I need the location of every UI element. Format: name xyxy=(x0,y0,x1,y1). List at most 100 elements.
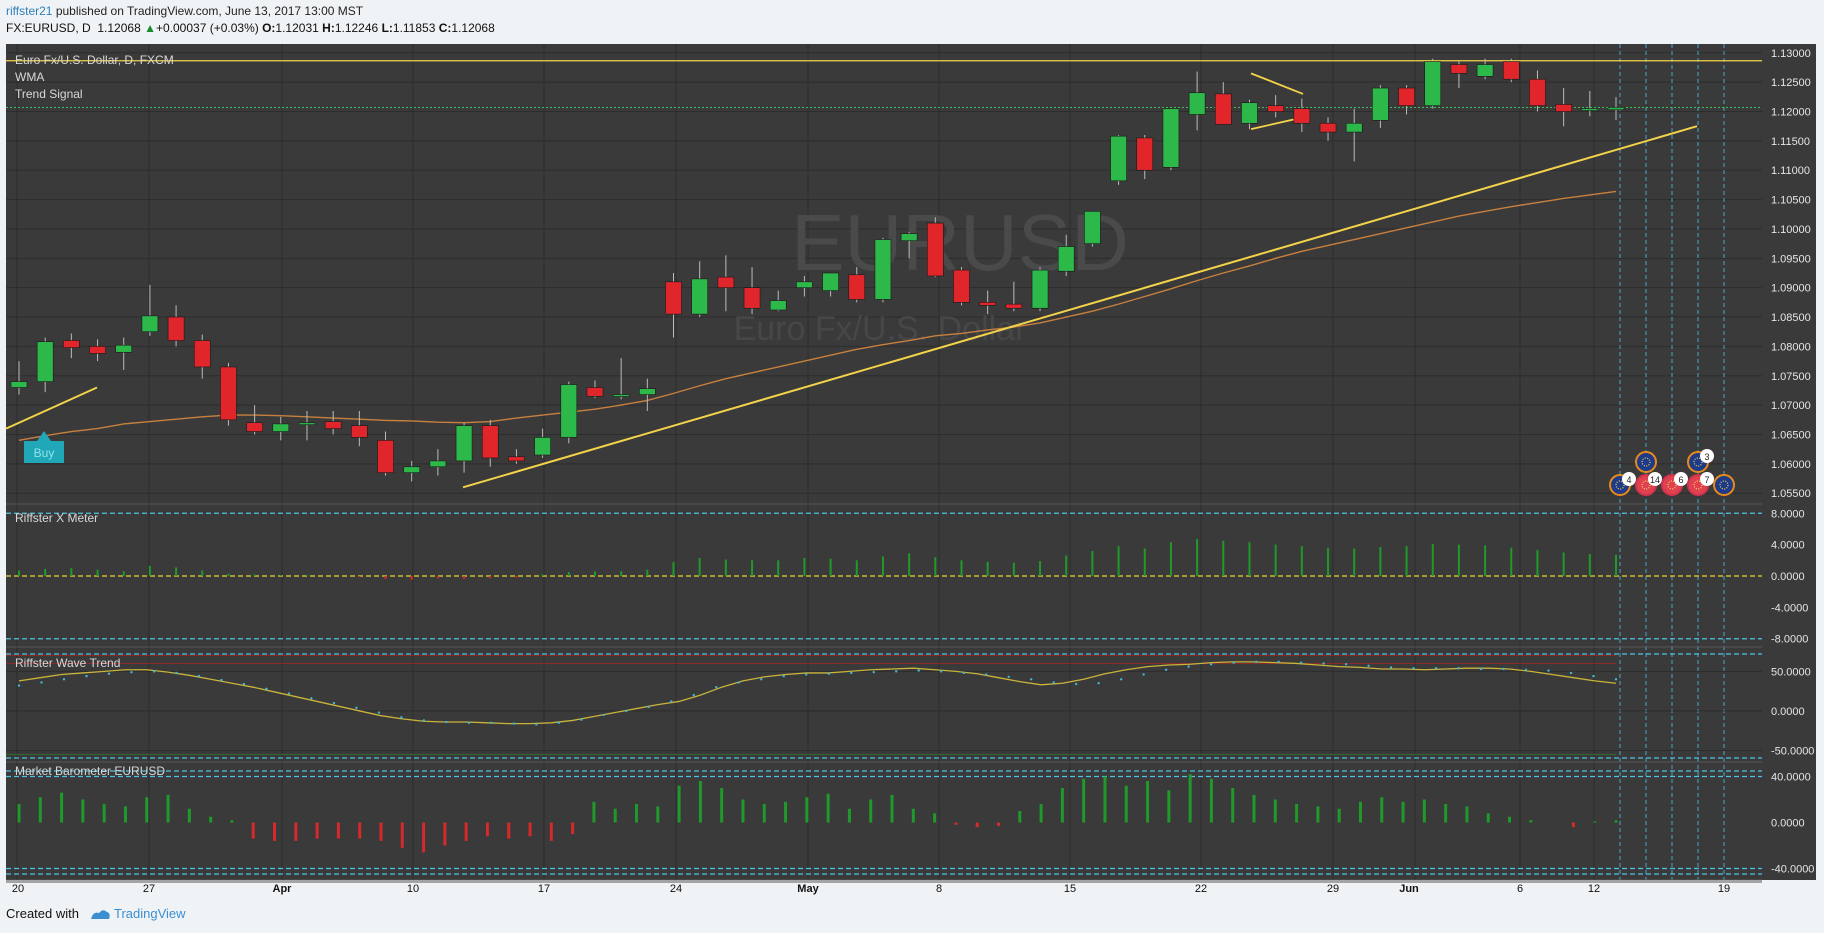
indicator-tick-label: 8.0000 xyxy=(1771,508,1805,520)
signal-dot xyxy=(1457,667,1460,670)
signal-dot xyxy=(377,711,381,714)
signal-dot xyxy=(445,720,448,724)
axes: 20 27 Apr 10 17 24 May 8 15 22 29 Jun 6 12 191.130001.… xyxy=(6,44,1816,895)
signal-dot xyxy=(1344,663,1348,666)
signal-dot xyxy=(422,719,426,722)
trendline-main xyxy=(462,125,1698,489)
signal-dot xyxy=(1367,664,1370,668)
footer-brand[interactable]: TradingView xyxy=(113,906,186,921)
candle-body xyxy=(848,274,866,300)
x-tick-label: 22 xyxy=(1195,883,1207,895)
signal-dot xyxy=(625,709,628,713)
candle-body xyxy=(1005,303,1023,309)
event-star-icon xyxy=(1641,480,1651,490)
event-star-icon xyxy=(1693,480,1703,490)
signal-dot xyxy=(850,671,853,675)
x-tick-label: Jun xyxy=(1399,883,1419,895)
x-tick-label: 10 xyxy=(407,883,419,895)
candle-body xyxy=(717,276,735,288)
symbol-label[interactable]: FX:EURUSD, D xyxy=(6,21,91,35)
signal-dot xyxy=(1052,681,1055,684)
high-label: H: xyxy=(322,21,335,35)
candle-body xyxy=(167,316,185,341)
footer-created: Created with xyxy=(6,906,79,921)
signal-dot xyxy=(512,722,516,725)
signal-dot xyxy=(895,670,898,673)
candle-body xyxy=(429,460,447,468)
signal-dot xyxy=(265,687,268,690)
candle-body xyxy=(665,281,682,315)
signal-dot xyxy=(1569,671,1573,675)
indicator-tick-label: 0.0000 xyxy=(1771,706,1805,718)
signal-dot xyxy=(152,670,156,673)
candle-body xyxy=(377,440,394,473)
candle-body xyxy=(743,287,761,309)
signal-dot xyxy=(580,718,583,721)
indicator-tick-label: -50.0000 xyxy=(1771,746,1814,758)
candle-body xyxy=(1214,93,1232,125)
signal-dot xyxy=(1547,669,1550,672)
candle-body xyxy=(36,341,54,382)
x-tick-label: 19 xyxy=(1718,883,1730,895)
x-tick-label: Apr xyxy=(273,883,293,895)
candle-body xyxy=(1162,108,1180,168)
price-tick-label: 1.07000 xyxy=(1771,400,1811,412)
candle-body xyxy=(953,269,970,303)
event-count-badge xyxy=(1648,472,1662,486)
event-count: 6 xyxy=(1678,475,1683,485)
event-star-icon xyxy=(1667,480,1677,490)
candle-body xyxy=(10,381,28,388)
candle-body xyxy=(1398,87,1415,106)
ohlc-line: FX:EURUSD, D 1.12068 ▲+0.00037 (+0.03%) … xyxy=(6,21,495,35)
candle-body xyxy=(1188,92,1206,115)
signal-dot xyxy=(400,716,403,719)
x-tick-label: 27 xyxy=(143,883,155,895)
buy-signal[interactable]: Buy xyxy=(24,431,64,463)
price-tick-label: 1.09500 xyxy=(1771,253,1811,265)
candle-body xyxy=(796,281,813,288)
chart-background xyxy=(6,44,1816,880)
signal-dot xyxy=(1277,660,1280,664)
signal-dot xyxy=(107,672,111,675)
wma-line xyxy=(18,190,1617,442)
x-tick-label: 6 xyxy=(1517,883,1523,895)
buy-label-box xyxy=(24,441,64,463)
signal-dot xyxy=(1479,667,1483,671)
signal-dot xyxy=(984,673,988,676)
symbol-legend: Euro Fx/U.S. Dollar, D, FXCM xyxy=(15,53,174,67)
price-tick-label: 1.11000 xyxy=(1771,165,1810,177)
candle-body xyxy=(691,278,708,315)
indicator-tick-label: 0.0000 xyxy=(1771,818,1805,830)
signal-dot xyxy=(962,671,965,675)
price-tick-label: 1.08500 xyxy=(1771,312,1811,324)
signal-dot xyxy=(1029,678,1033,681)
candle-body xyxy=(900,233,918,242)
signal-dot xyxy=(535,723,538,726)
signal-dot xyxy=(715,685,718,689)
signal-dot xyxy=(1164,668,1168,671)
event-count-badge xyxy=(1700,472,1714,486)
open-label: O: xyxy=(262,21,276,35)
signal-dot xyxy=(692,693,695,697)
signal-dot xyxy=(62,678,66,681)
candle-body xyxy=(1555,104,1572,112)
signal-dot xyxy=(1524,668,1528,671)
publish-text: published on TradingView.com, June 13, 2… xyxy=(55,4,364,18)
signal-dot xyxy=(872,670,875,674)
event-star-icon xyxy=(1719,480,1729,490)
x-tick-label: 8 xyxy=(936,883,942,895)
candle-body xyxy=(874,239,892,300)
eu-flag-icon xyxy=(1635,451,1657,473)
signal-dot xyxy=(737,681,740,684)
signal-dot xyxy=(557,721,561,725)
price-tick-label: 1.11500 xyxy=(1771,136,1810,148)
author-link[interactable]: riffster21 xyxy=(6,4,53,18)
signal-dot xyxy=(287,692,291,695)
signal-dot xyxy=(242,682,246,686)
event-star-icon xyxy=(1693,457,1703,467)
price-tick-label: 1.10500 xyxy=(1771,195,1811,207)
signal-dot xyxy=(827,672,830,675)
price-tick-label: 1.10000 xyxy=(1771,224,1811,236)
signal-dot xyxy=(130,670,133,674)
